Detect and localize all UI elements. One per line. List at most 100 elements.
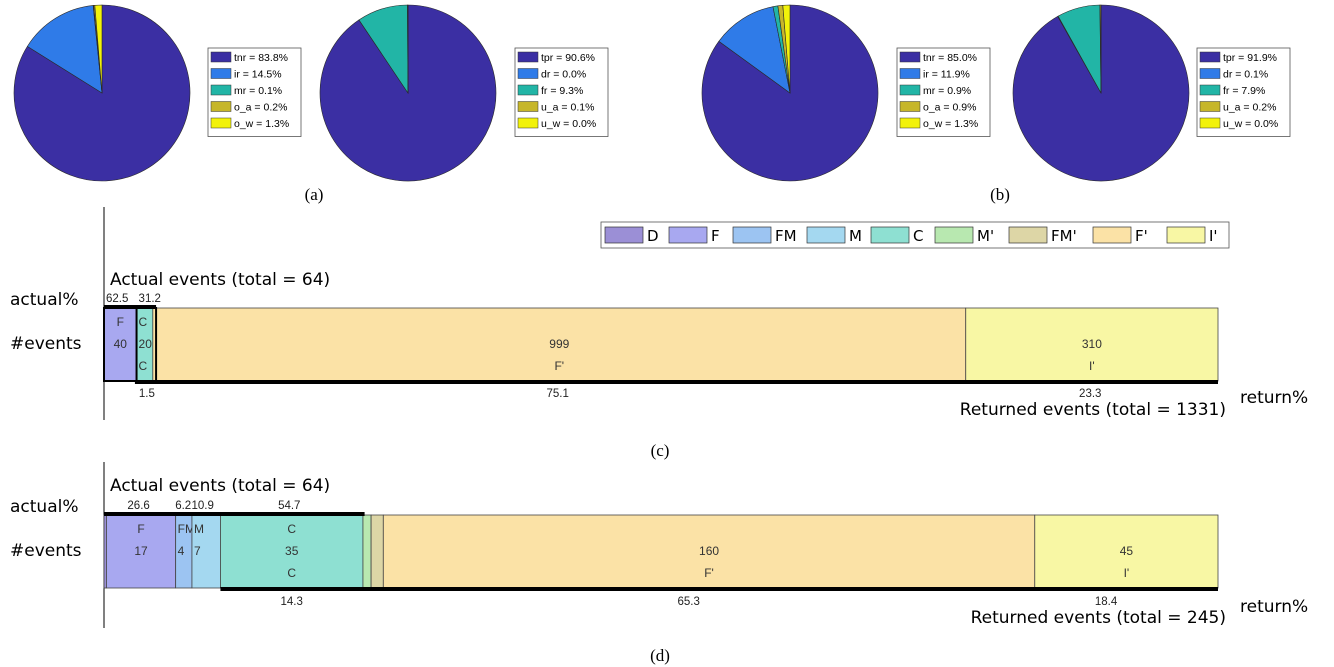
pie-legend-4: tpr = 91.9% dr = 0.1% fr = 7.9% u_a = 0.2% u…	[1196, 47, 1291, 137]
pie-legend-label-dr: dr = 0.0%	[541, 69, 586, 81]
bar-legend-swatch-FM'	[1008, 226, 1048, 244]
segment-count-I': 45	[1120, 544, 1134, 558]
segment-bottom-label-I': I'	[1089, 359, 1095, 373]
bar-segment-I'	[1034, 514, 1219, 589]
pie-legend-swatch-u_w	[1199, 117, 1221, 129]
caption-a: (a)	[305, 185, 324, 204]
actual-events-outline	[103, 307, 158, 382]
bar-segment-I'	[965, 307, 1219, 382]
pie-legend-3: tnr = 85.0% ir = 11.9% mr = 0.9% o_a = 0.9%…	[896, 47, 991, 137]
pie-legend-swatch-u_a	[1199, 101, 1221, 112]
pie-legend-label-fr: fr = 7.9%	[1223, 85, 1265, 97]
bar-legend-label-FM': FM'	[1051, 227, 1077, 245]
actual-pct-C: 31.2	[139, 293, 161, 305]
pie-chart-4: tpr = 91.9% dr = 0.1% fr = 7.9% u_a = 0.2% u…	[1012, 4, 1291, 182]
segment-count-C: 35	[285, 544, 299, 558]
pie-legend-swatch-tnr	[899, 51, 921, 63]
pie-legend-swatch-o_a	[899, 101, 921, 112]
bar-legend-label-M': M'	[977, 227, 994, 245]
pie-legend-swatch-dr	[1199, 68, 1221, 79]
returned-events-title: Returned events (total = 1331)	[960, 400, 1226, 420]
segment-count-F: 40	[114, 337, 128, 351]
pie-legend-label-ir: ir = 11.9%	[923, 69, 970, 81]
pie-legend-swatch-o_a	[210, 101, 232, 112]
pie-chart-3: tnr = 85.0% ir = 11.9% mr = 0.9% o_a = 0.9%…	[701, 4, 991, 182]
pie-slice-ir	[718, 6, 791, 94]
pie-legend-label-ir: ir = 14.5%	[234, 69, 282, 81]
pie-legend-swatch-o_w	[899, 117, 921, 129]
pie-legend-label-u_a: u_a = 0.2%	[1223, 102, 1276, 114]
bar-legend-swatch-M'	[934, 226, 974, 244]
segment-count-C: 20	[139, 337, 153, 351]
row-label-actual: actual%	[10, 497, 79, 517]
pie-legend-label-o_a: o_a = 0.9%	[923, 102, 976, 114]
segment-top-label-F: F	[137, 522, 144, 536]
bar-segment-M'	[362, 514, 372, 589]
pie-slice-o_w	[782, 4, 791, 94]
bar-legend-swatch-F	[668, 226, 708, 244]
bar-charts: actual% #events return% Actual events (tota…	[10, 207, 1308, 628]
pie-legend-label-o_a: o_a = 0.2%	[234, 102, 287, 114]
bar-legend-label-C: C	[913, 227, 923, 245]
pie-legend-label-mr: mr = 0.1%	[234, 85, 282, 97]
segment-count-F': 160	[699, 544, 719, 558]
segment-count-I': 310	[1082, 337, 1102, 351]
return-pct-C: 14.3	[281, 596, 303, 608]
segment-top-label-C: C	[139, 315, 148, 329]
bar-segment-C	[220, 514, 364, 589]
bar-legend-label-F: F	[711, 227, 720, 245]
pie-legend-swatch-tpr	[1199, 51, 1221, 63]
pie-legend-swatch-mr	[899, 84, 921, 96]
row-label-actual: actual%	[10, 290, 79, 310]
pie-legend-swatch-dr	[517, 68, 539, 79]
segment-bottom-label-I': I'	[1124, 566, 1130, 580]
row-label-returned: return%	[1240, 388, 1308, 408]
pie-legend-label-u_a: u_a = 0.1%	[541, 102, 594, 114]
bar-legend: D F FM M C M' FM' F' I'	[600, 221, 1230, 249]
segment-count-M: 7	[194, 544, 201, 558]
caption-c: (c)	[651, 441, 670, 460]
pie-legend-label-o_w: o_w = 1.3%	[923, 118, 978, 130]
bar-legend-swatch-FM	[732, 226, 772, 244]
pie-chart-2: tpr = 90.6% dr = 0.0% fr = 9.3% u_a = 0.1% u…	[319, 4, 609, 182]
segment-top-label-FM: FM	[178, 522, 195, 536]
actual-pct-F: 62.5	[106, 293, 128, 305]
pie-legend-label-tnr: tnr = 85.0%	[923, 52, 977, 64]
pie-slice-ir	[26, 5, 103, 94]
bar-legend-swatch-F'	[1092, 226, 1132, 244]
pie-charts: tnr = 83.8% ir = 14.5% mr = 0.1% o_a = 0.2%…	[13, 4, 1291, 182]
pie-legend-swatch-fr	[1199, 84, 1221, 96]
segment-top-label-F: F	[117, 315, 124, 329]
bar-legend-label-D: D	[647, 227, 659, 245]
bar-legend-label-F': F'	[1135, 227, 1148, 245]
pie-legend-swatch-u_w	[517, 117, 539, 129]
segment-count-F': 999	[549, 337, 569, 351]
bar-legend-swatch-C	[870, 226, 910, 244]
segment-top-label-M: M	[194, 522, 204, 536]
actual-pct-C: 54.7	[278, 500, 300, 512]
return-pct-F': 65.3	[677, 596, 699, 608]
caption-d: (d)	[650, 646, 670, 665]
segment-bottom-label-C: C	[139, 359, 148, 373]
segment-top-label-C: C	[287, 522, 296, 536]
row-label-returned: return%	[1240, 597, 1308, 617]
return-pct-I': 23.3	[1079, 388, 1101, 400]
pie-slice-o_w	[94, 4, 103, 94]
pie-legend-swatch-tnr	[210, 51, 232, 63]
bar-legend-label-M: M	[849, 227, 862, 245]
stacked-bar-2: actual% #events return% Actual events (tota…	[10, 462, 1308, 628]
bar-legend-label-I': I'	[1209, 227, 1218, 245]
pie-legend-swatch-ir	[210, 68, 232, 79]
bar-segment-F	[103, 307, 137, 382]
segment-bottom-label-F': F'	[554, 359, 564, 373]
return-pct-I': 18.4	[1095, 596, 1118, 608]
pie-chart-1: tnr = 83.8% ir = 14.5% mr = 0.1% o_a = 0.2%…	[13, 4, 302, 182]
pie-legend-label-u_w: u_w = 0.0%	[541, 118, 596, 130]
pie-legend-1: tnr = 83.8% ir = 14.5% mr = 0.1% o_a = 0.2%…	[207, 47, 302, 137]
pie-legend-label-tpr: tpr = 91.9%	[1223, 52, 1277, 64]
return-pct-C: 1.5	[139, 388, 155, 400]
actual-pct-FM: 6.2	[175, 500, 191, 512]
pie-legend-label-o_w: o_w = 1.3%	[234, 118, 289, 130]
caption-b: (b)	[990, 185, 1010, 204]
pie-legend-swatch-mr	[210, 84, 232, 96]
